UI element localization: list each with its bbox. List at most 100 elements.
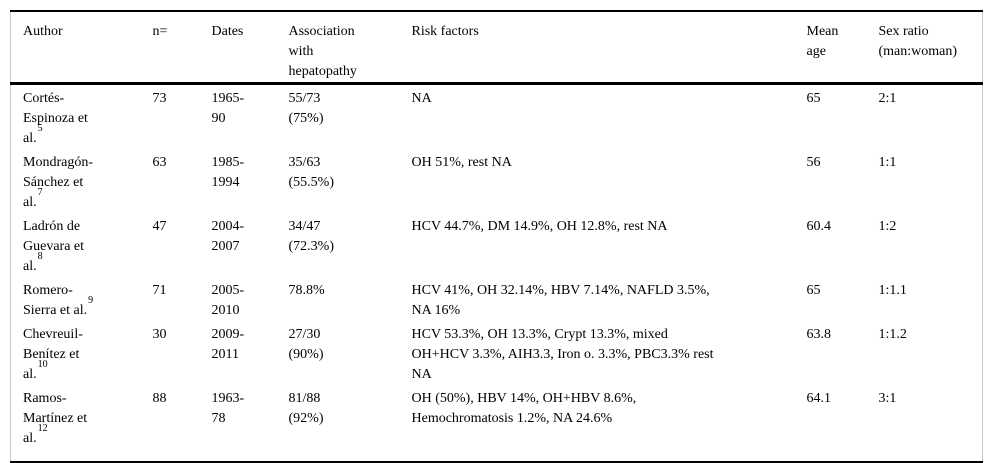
author-line: Sánchez et (23, 175, 84, 190)
author-cell: Ladrón de Guevara et al.8 (11, 213, 153, 277)
n-value: 47 (152, 219, 167, 234)
n-value: 88 (152, 391, 167, 406)
sex-ratio-value: 1:1.1 (878, 283, 907, 298)
column-header-n-line: n= (152, 24, 168, 39)
author-line: Ladrón de (23, 219, 81, 234)
association-cell: 81/88 (92%) (289, 385, 412, 462)
association-cell: 34/47 (72.3%) (289, 213, 412, 277)
column-header-risk: Risk factors (411, 11, 807, 85)
risk-factors-line: HCV 41%, OH 32.14%, HBV 7.14%, NAFLD 3.5… (411, 283, 710, 298)
page: { "table": { "colors": { "rule_dark": "#… (10, 10, 983, 463)
dates-line: 2011 (211, 347, 239, 362)
risk-factors-cell: HCV 53.3%, OH 13.3%, Crypt 13.3%, mixed O… (412, 321, 807, 385)
author-line: Benítez et (23, 347, 80, 362)
mean-age-cell: 63.8 (807, 321, 879, 385)
dates-line: 1985- (211, 155, 245, 170)
author-cell: Cortés- Espinoza et al.5 (11, 84, 153, 150)
table-row: Ladrón de Guevara et al.8 47 2004- 2007 34/47 (… (11, 213, 983, 277)
dates-line: 2010 (211, 303, 240, 318)
association-line: 35/63 (288, 155, 321, 170)
mean-age-value: 63.8 (806, 327, 832, 342)
column-header-risk-line: Risk factors (411, 24, 479, 39)
author-line: al.8 (23, 251, 43, 274)
risk-factors-cell: HCV 41%, OH 32.14%, HBV 7.14%, NAFLD 3.5… (412, 277, 807, 321)
author-line: Espinoza et (23, 111, 88, 126)
mean-age-value: 64.1 (806, 391, 832, 406)
table-body: Cortés- Espinoza et al.5 73 1965- 90 55/73 (75%… (11, 84, 983, 463)
dates-cell: 2009- 2011 (212, 321, 289, 385)
sex-ratio-cell: 1:1.1 (879, 277, 983, 321)
author-cell: Chevreuil- Benítez et al.10 (11, 321, 153, 385)
dates-cell: 2005- 2010 (212, 277, 289, 321)
sex-ratio-cell: 2:1 (879, 84, 983, 150)
n-cell: 71 (153, 277, 212, 321)
reference-superscript: 7 (37, 187, 43, 199)
dates-line: 1994 (211, 175, 240, 190)
sex-ratio-value: 1:2 (878, 219, 897, 234)
dates-cell: 1965- 90 (212, 84, 289, 150)
mean-age-cell: 60.4 (807, 213, 879, 277)
n-value: 73 (152, 91, 167, 106)
dates-line: 1965- (211, 91, 245, 106)
reference-superscript: 5 (37, 123, 43, 135)
column-header-author-line: Author (23, 24, 63, 39)
column-header-association-line: hepatopathy (288, 64, 357, 79)
association-line: 27/30 (288, 327, 321, 342)
author-line: Guevara et (23, 239, 85, 254)
dates-cell: 2004- 2007 (212, 213, 289, 277)
sex-ratio-value: 1:1.2 (878, 327, 907, 342)
association-line: (72.3%) (288, 239, 335, 254)
association-cell: 35/63 (55.5%) (289, 149, 412, 213)
risk-factors-line: OH+HCV 3.3%, AIH3.3, Iron o. 3.3%, PBC3.… (411, 347, 714, 362)
mean-age-cell: 64.1 (807, 385, 879, 462)
author-line: al.7 (23, 187, 43, 210)
sex-ratio-value: 3:1 (878, 391, 897, 406)
column-header-dates: Dates (211, 11, 289, 85)
dates-cell: 1963- 78 (212, 385, 289, 462)
n-value: 63 (152, 155, 167, 170)
reference-superscript: 9 (88, 295, 94, 307)
study-comparison-table-container: Author n= Dates Association with hepatopathy R… (10, 10, 983, 463)
column-header-association-line: with (288, 44, 314, 59)
dates-cell: 1985- 1994 (212, 149, 289, 213)
sex-ratio-value: 2:1 (878, 91, 897, 106)
column-header-sex-ratio: Sex ratio (man:woman) (878, 11, 983, 85)
author-line: Sierra et al.9 (23, 295, 94, 318)
risk-factors-line: Hemochromatosis 1.2%, NA 24.6% (411, 411, 613, 426)
sex-ratio-value: 1:1 (878, 155, 897, 170)
association-line: (92%) (288, 411, 324, 426)
dates-line: 1963- (211, 391, 245, 406)
reference-superscript: 8 (37, 251, 43, 263)
association-cell: 78.8% (289, 277, 412, 321)
association-line: 55/73 (288, 91, 321, 106)
sex-ratio-cell: 1:2 (879, 213, 983, 277)
author-cell: Romero- Sierra et al.9 (11, 277, 153, 321)
n-cell: 30 (153, 321, 212, 385)
column-header-author: Author (10, 11, 153, 85)
author-line: Chevreuil- (23, 327, 83, 342)
column-header-dates-line: Dates (211, 24, 244, 39)
risk-factors-line: HCV 44.7%, DM 14.9%, OH 12.8%, rest NA (411, 219, 668, 234)
risk-factors-cell: NA (412, 84, 807, 150)
dates-line: 2005- (211, 283, 245, 298)
table-row: Mondragón- Sánchez et al.7 63 1985- 1994 35/63… (11, 149, 983, 213)
sex-ratio-cell: 1:1 (879, 149, 983, 213)
column-header-mean-age-line: Mean (806, 24, 839, 39)
column-header-sex-ratio-line: Sex ratio (878, 24, 929, 39)
author-line: al.5 (23, 123, 43, 146)
risk-factors-cell: HCV 44.7%, DM 14.9%, OH 12.8%, rest NA (412, 213, 807, 277)
risk-factors-line: NA (411, 367, 432, 382)
table-row: Cortés- Espinoza et al.5 73 1965- 90 55/73 (75%… (11, 84, 983, 150)
table-header: Author n= Dates Association with hepatopathy R… (10, 11, 983, 85)
column-header-n: n= (152, 11, 212, 85)
table-row: Ramos- Martínez et al.12 88 1963- 78 81/88 (92%… (11, 385, 983, 462)
risk-factors-line: OH (50%), HBV 14%, OH+HBV 8.6%, (411, 391, 637, 406)
column-header-mean-age-line: age (806, 44, 826, 59)
risk-factors-line: NA 16% (411, 303, 461, 318)
column-header-sex-ratio-line: (man:woman) (878, 44, 958, 59)
risk-factors-line: HCV 53.3%, OH 13.3%, Crypt 13.3%, mixed (411, 327, 668, 342)
mean-age-cell: 65 (807, 277, 879, 321)
mean-age-cell: 65 (807, 84, 879, 150)
author-line: Cortés- (23, 91, 65, 106)
dates-line: 2009- (211, 327, 245, 342)
